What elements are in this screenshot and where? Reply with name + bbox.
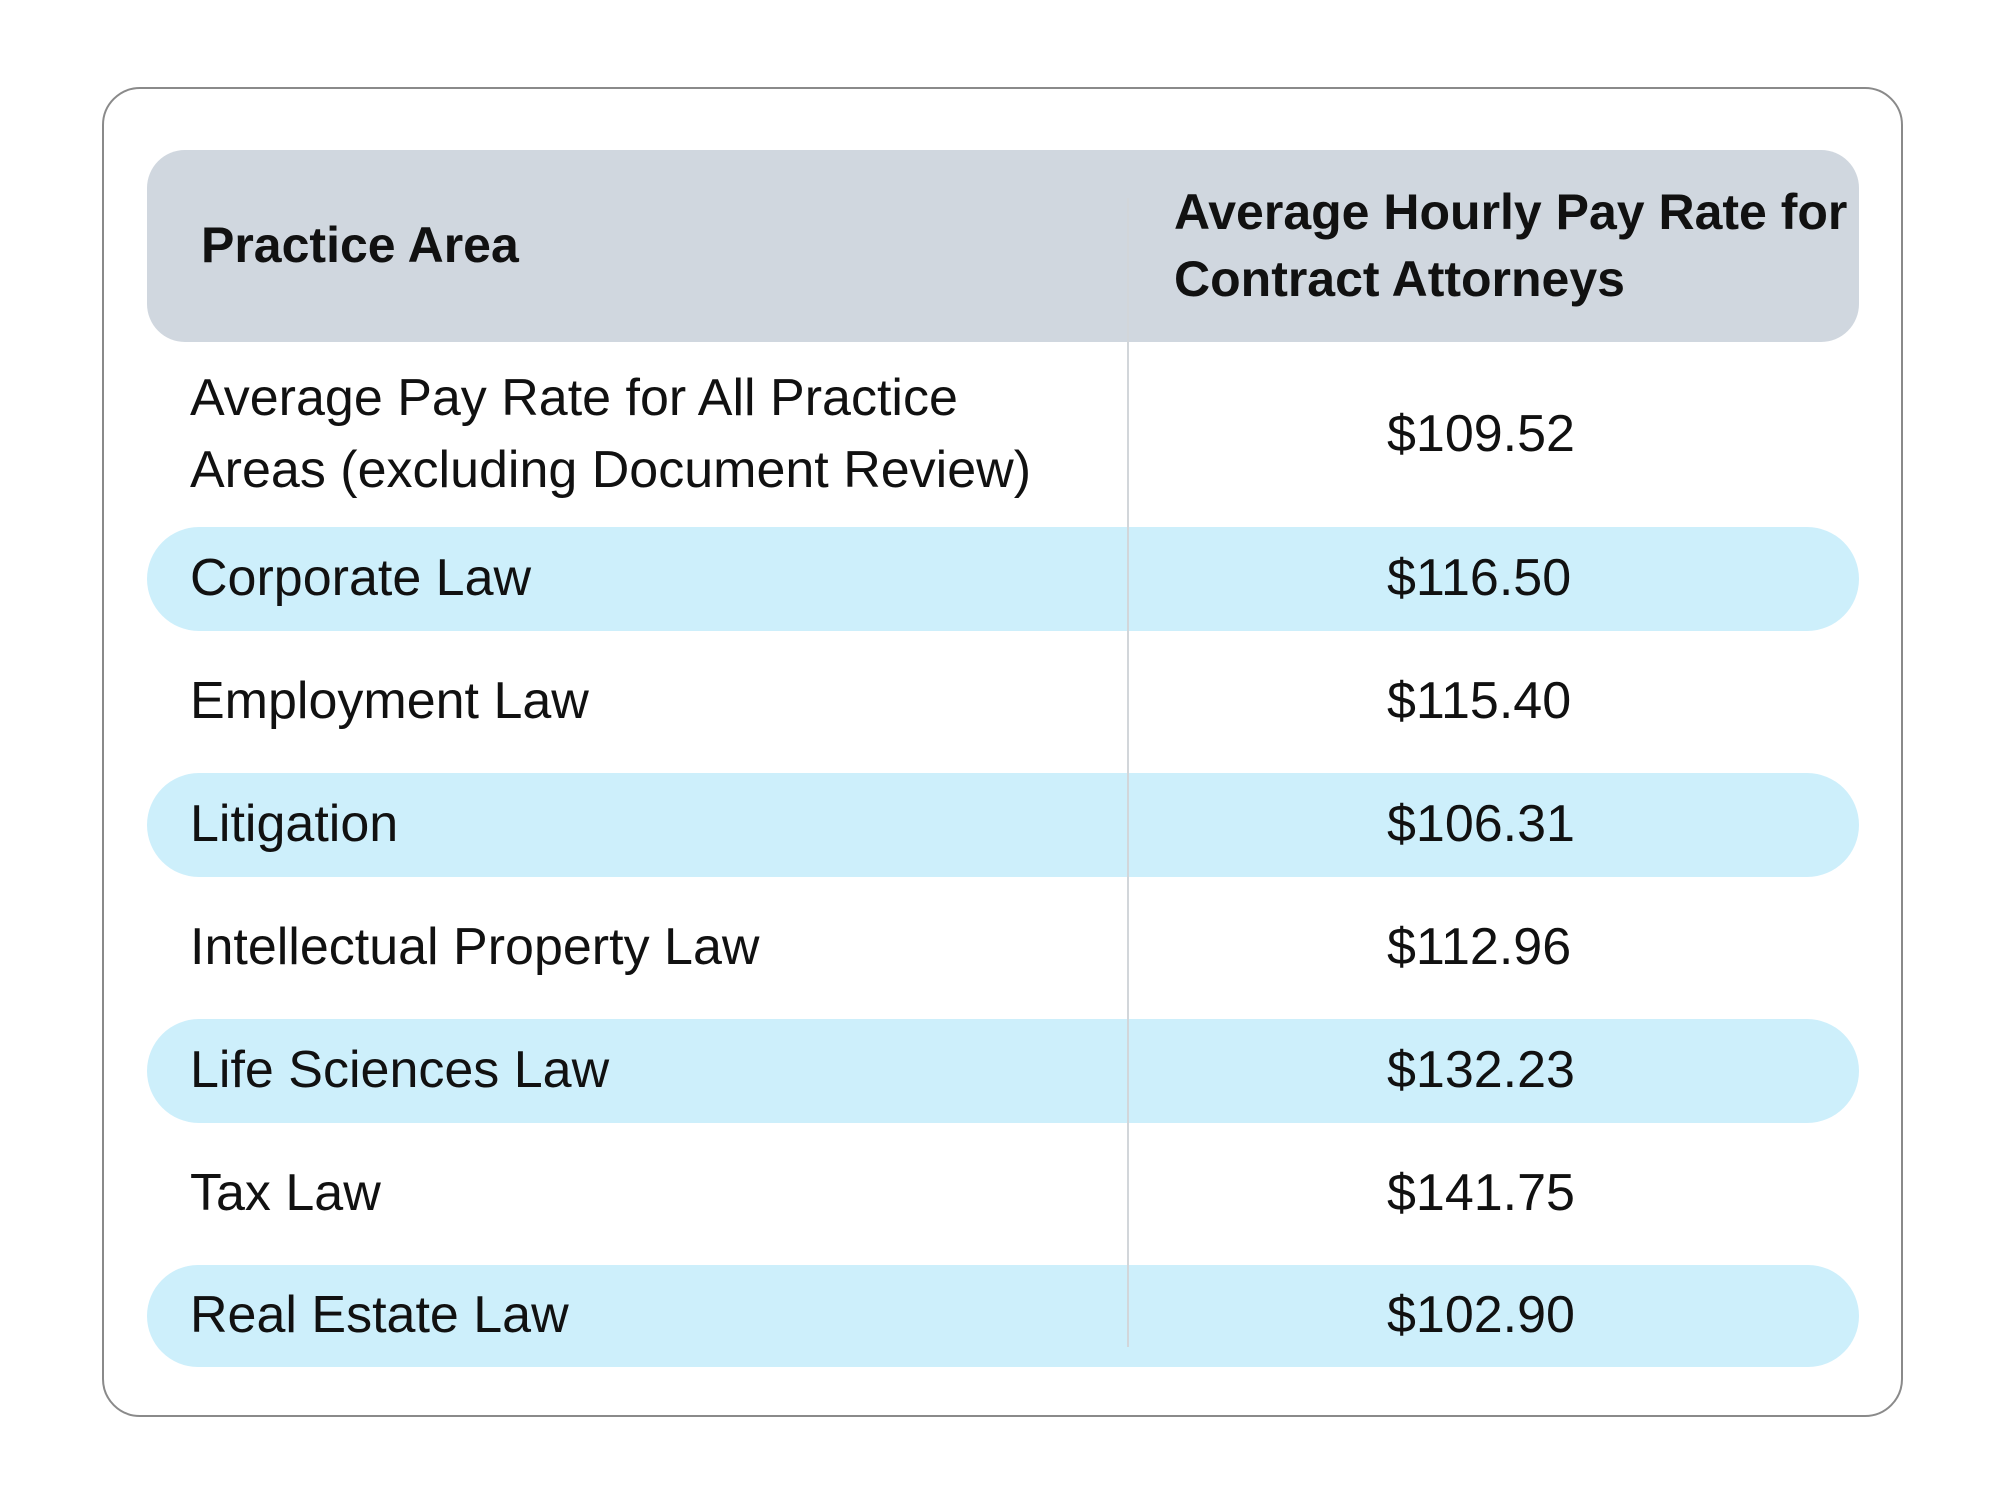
column-header: Practice Area [201,217,519,274]
pay-rate: $106.31 [1387,795,1575,854]
pay-rate: $112.96 [1387,918,1572,977]
practice-area: Intellectual Property Law [190,918,760,977]
pay-rate: $116.50 [1387,549,1572,608]
practice-area: Life Sciences Law [190,1041,610,1100]
practice-area: Real Estate Law [190,1286,569,1345]
pay-rate: $102.90 [1387,1286,1575,1345]
table-card [102,87,1903,1417]
practice-area: Tax Law [190,1164,381,1223]
pay-rate: $109.52 [1387,404,1575,463]
row-band [147,527,1859,631]
row-band [147,1265,1859,1367]
header-bar [147,150,1859,342]
practice-area: Corporate Law [190,549,532,608]
row-band [147,773,1859,877]
practice-area: Employment Law [190,672,589,731]
pay-rate: $141.75 [1387,1164,1575,1223]
column-header: Average Hourly Pay Rate for Contract Att… [1174,183,1848,308]
practice-area: Average Pay Rate for All Practice Areas … [190,368,1032,499]
pay-rate: $115.40 [1387,672,1572,731]
column-divider [1127,198,1129,1347]
practice-area: Litigation [190,795,399,854]
row-band [147,1019,1859,1123]
pay-rate: $132.23 [1387,1041,1575,1100]
